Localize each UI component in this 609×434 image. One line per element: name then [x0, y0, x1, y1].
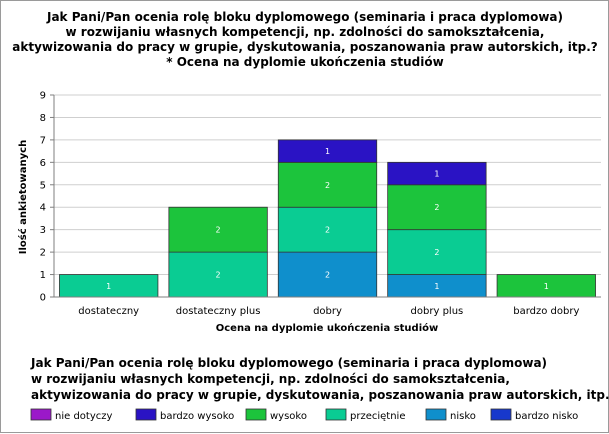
x-tick-label: dostateczny plus: [176, 306, 261, 317]
y-tick-label: 6: [40, 158, 46, 169]
bar-segment: [277, 206, 378, 253]
legend-swatch: [325, 408, 347, 421]
bar-value-label: 1: [434, 282, 439, 291]
legend-label: nisko: [450, 411, 476, 422]
y-tick-label: 5: [40, 180, 46, 191]
legend-title: Jak Pani/Pan ocenia rolę bloku dyplomowe…: [30, 356, 609, 402]
legend-title-line: aktywizowania do pracy w grupie, dyskuto…: [31, 388, 609, 402]
x-axis-title: Ocena na dyplomie ukończenia studiów: [216, 322, 439, 334]
legend-label: bardzo wysoko: [160, 411, 234, 422]
legend-title-line: Jak Pani/Pan ocenia rolę bloku dyplomowe…: [30, 356, 547, 370]
chart-title-line: * Ocena na dyplomie ukończenia studiów: [166, 55, 443, 69]
x-tick-label: dobry plus: [411, 306, 464, 317]
legend-label: bardzo nisko: [515, 411, 578, 422]
bar-value-label: 1: [544, 282, 549, 291]
x-tick-label: dobry: [313, 306, 342, 317]
y-tick-label: 1: [40, 270, 46, 281]
bar-segment: [387, 184, 487, 231]
bar-value-label: 1: [325, 147, 330, 156]
legend: nie dotyczy bardzo wysoko wysoko przeciętni…: [30, 408, 578, 422]
x-tick-label: dostateczny: [78, 306, 139, 317]
y-tick-label: 8: [40, 113, 46, 124]
y-axis-title: Ilość ankietowanych: [17, 140, 29, 254]
legend-label: nie dotyczy: [55, 411, 112, 422]
y-tick-label: 3: [40, 225, 46, 236]
bar-segment: [168, 206, 268, 253]
legend-swatch: [135, 408, 157, 421]
bar-value-label: 2: [216, 271, 221, 280]
bar-segment: [277, 161, 378, 208]
x-tick-label: bardzo dobry: [513, 306, 579, 317]
bar-value-label: 2: [216, 226, 221, 235]
y-tick-label: 0: [40, 293, 46, 304]
bar-segment: [277, 139, 378, 163]
legend-swatch: [245, 408, 267, 421]
bar-value-label: 2: [434, 203, 439, 212]
bar-value-label: 2: [325, 181, 330, 190]
chart-title-line: w rozwijaniu własnych kompetencji, np. z…: [66, 25, 545, 39]
chart-title-line: Jak Pani/Pan ocenia rolę bloku dyplomowe…: [46, 10, 563, 24]
y-tick-label: 4: [40, 203, 46, 214]
bar-value-label: 1: [106, 282, 111, 291]
legend-swatch: [490, 408, 512, 421]
y-tick-label: 9: [40, 91, 46, 102]
y-tick-label: 2: [40, 248, 46, 259]
legend-label: przeciętnie: [350, 411, 405, 422]
axes: [53, 95, 601, 298]
legend-title-line: w rozwijaniu własnych kompetencji, np. z…: [31, 372, 510, 386]
legend-swatch: [30, 408, 52, 421]
bar-value-label: 2: [325, 226, 330, 235]
y-tick-label: 7: [40, 135, 46, 146]
bar-segment: [387, 161, 487, 186]
chart-title-line: aktywizowania do pracy w grupie, dyskuto…: [12, 40, 598, 54]
legend-label: wysoko: [270, 411, 307, 422]
bar-value-label: 1: [434, 170, 439, 179]
bar-value-label: 2: [434, 248, 439, 257]
bar-value-label: 2: [325, 271, 330, 280]
bars: 1 dostateczny 2 2 dostateczny plus 2 2 2 1 dobry 1…: [59, 139, 596, 317]
chart-title: Jak Pani/Pan ocenia rolę bloku dyplomowe…: [12, 10, 598, 69]
legend-swatch: [425, 408, 447, 421]
bar-segment: [387, 229, 487, 275]
